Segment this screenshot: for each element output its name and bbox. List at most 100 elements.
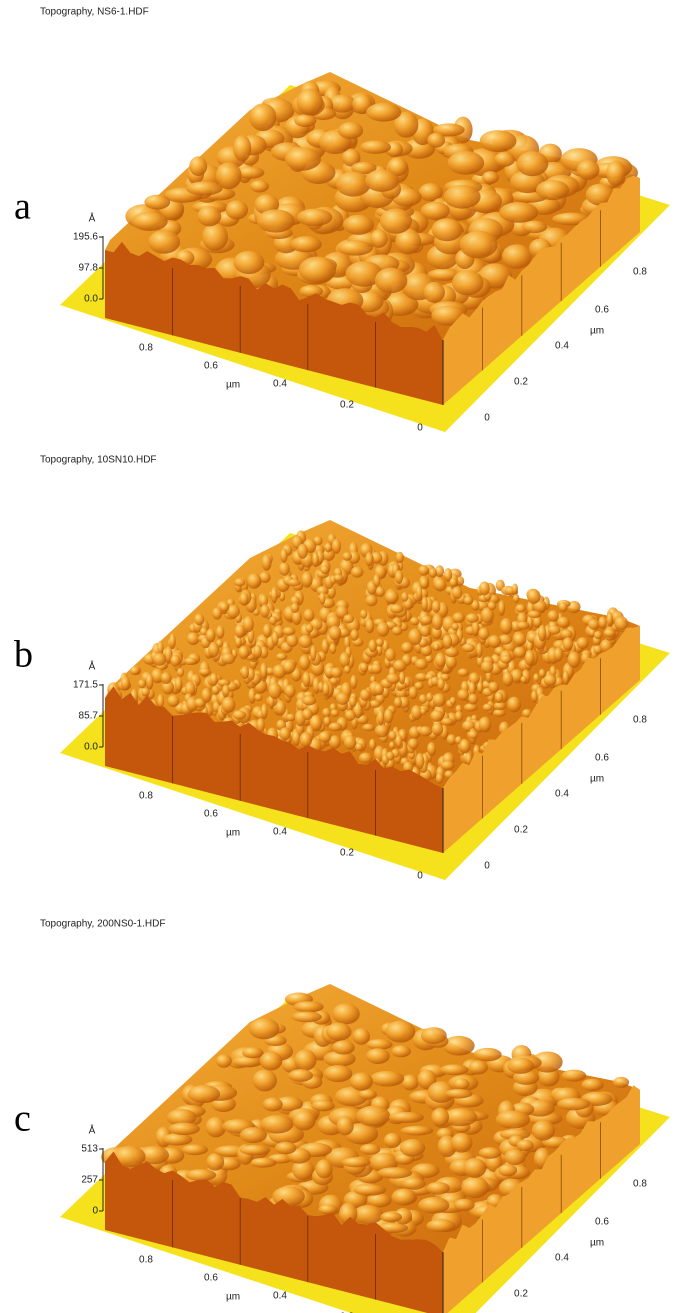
surface-bump bbox=[263, 624, 272, 638]
surface-bump bbox=[435, 652, 446, 667]
y-tick-label: 0 bbox=[484, 413, 490, 424]
y-tick-label: 0.6 bbox=[595, 1217, 609, 1228]
surface-bump bbox=[517, 1140, 534, 1151]
surface-bump bbox=[443, 635, 453, 649]
surface-bump bbox=[168, 1122, 200, 1135]
surface-bump bbox=[153, 653, 166, 666]
surface-bump bbox=[161, 672, 172, 684]
surface-bump bbox=[410, 617, 420, 625]
surface-bump bbox=[559, 602, 568, 612]
surface-bump bbox=[260, 1052, 282, 1071]
surface-bump bbox=[429, 568, 437, 578]
surface-bump bbox=[297, 209, 333, 227]
surface-bump bbox=[343, 614, 354, 623]
surface-bump bbox=[416, 753, 425, 770]
y-tick-label: 0.2 bbox=[514, 1289, 528, 1300]
surface-bump bbox=[276, 653, 287, 660]
surface-bump bbox=[401, 1074, 419, 1090]
surface-bump bbox=[260, 662, 267, 679]
surface-bump bbox=[522, 221, 547, 233]
surface-bump bbox=[269, 616, 277, 625]
y-unit: µm bbox=[590, 774, 604, 785]
surface-bump bbox=[458, 668, 470, 676]
surface-bump bbox=[330, 709, 339, 717]
surface-bump bbox=[433, 693, 446, 707]
surface-bump bbox=[385, 1021, 415, 1043]
surface-bump bbox=[330, 667, 343, 678]
y-tick-label: 0 bbox=[484, 861, 490, 872]
surface-bump bbox=[548, 625, 561, 635]
surface-bump bbox=[430, 710, 444, 722]
surface-bump bbox=[322, 708, 331, 718]
panel-title: Topography, NS6-1.HDF bbox=[40, 7, 149, 18]
surface-bump bbox=[369, 739, 376, 751]
surface-bump bbox=[480, 130, 517, 152]
surface-bump bbox=[311, 1100, 335, 1111]
surface-bump bbox=[253, 645, 262, 659]
surface-bump bbox=[356, 1106, 390, 1127]
surface-bump bbox=[399, 672, 405, 685]
z-tick-label: 97.8 bbox=[79, 263, 99, 274]
figure: Topography, NS6-1.HDFaÅ195.697.80.00.80.… bbox=[0, 0, 678, 1313]
panel-letter: c bbox=[14, 1098, 31, 1140]
surface-bump bbox=[502, 244, 532, 268]
surface-bump bbox=[368, 640, 376, 653]
surface-bump bbox=[440, 1064, 469, 1075]
panel-title: Topography, 10SN10.HDF bbox=[40, 455, 157, 466]
surface-bump bbox=[290, 236, 321, 252]
y-tick-label: 0.2 bbox=[514, 377, 528, 388]
surface-bump bbox=[240, 592, 249, 606]
surface-bump bbox=[468, 731, 479, 739]
surface-bump bbox=[495, 692, 503, 703]
surface-bump bbox=[186, 1169, 217, 1181]
surface-bump bbox=[371, 663, 382, 674]
surface-bump bbox=[392, 626, 403, 635]
surface-bump bbox=[396, 552, 404, 563]
x-tick-label: 0.8 bbox=[139, 343, 153, 354]
surface-bump bbox=[421, 1027, 447, 1044]
surface-bump bbox=[513, 594, 520, 603]
surface-bump bbox=[297, 89, 323, 116]
surface-bump bbox=[202, 223, 228, 251]
surface-bump bbox=[197, 206, 221, 226]
surface-bump bbox=[365, 619, 374, 633]
surface-bump bbox=[431, 218, 462, 241]
surface-bump bbox=[378, 709, 384, 725]
surface-bump bbox=[568, 651, 581, 668]
surface-bump bbox=[288, 1069, 313, 1082]
surface-bump bbox=[366, 1048, 390, 1064]
surface-bump bbox=[426, 693, 433, 702]
surface-bump bbox=[588, 619, 600, 630]
surface-bump bbox=[306, 624, 314, 633]
surface-bump bbox=[451, 1133, 472, 1153]
x-tick-label: 0 bbox=[417, 871, 423, 882]
surface-bump bbox=[395, 570, 403, 584]
surface-bump bbox=[377, 1167, 412, 1178]
surface-bump bbox=[286, 634, 298, 647]
surface-bump bbox=[336, 692, 349, 704]
surface-bump bbox=[329, 722, 343, 731]
surface-bump bbox=[557, 617, 570, 628]
z-unit: Å bbox=[89, 212, 96, 225]
surface-bump bbox=[452, 612, 464, 622]
surface-bump bbox=[302, 709, 313, 721]
surface-bump bbox=[360, 140, 391, 153]
surface-bump bbox=[547, 610, 559, 622]
surface-bump bbox=[351, 567, 364, 578]
y-tick-label: 0.8 bbox=[633, 1179, 647, 1190]
y-tick-label: 0.8 bbox=[633, 715, 647, 726]
surface-bump bbox=[384, 1133, 401, 1148]
surface-bump bbox=[282, 627, 295, 636]
surface-bump bbox=[468, 694, 478, 705]
surface-bump bbox=[515, 604, 526, 613]
surface-bump bbox=[577, 160, 600, 180]
surface-bump bbox=[513, 633, 526, 646]
surface-bump bbox=[366, 1039, 392, 1050]
surface-bump bbox=[240, 1127, 267, 1143]
surface-bump bbox=[385, 648, 395, 661]
surface-bump bbox=[441, 761, 455, 770]
surface-bump bbox=[360, 609, 367, 618]
surface-bump bbox=[493, 709, 506, 716]
surface-bump bbox=[362, 724, 375, 731]
